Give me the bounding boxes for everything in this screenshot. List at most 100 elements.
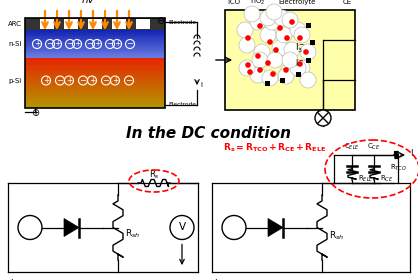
Circle shape <box>289 19 295 25</box>
Text: −: − <box>79 76 87 85</box>
Bar <box>306 57 311 62</box>
Circle shape <box>297 61 303 67</box>
Circle shape <box>276 27 292 43</box>
Text: Electrode: Electrode <box>168 102 196 106</box>
Circle shape <box>265 60 271 66</box>
Bar <box>280 78 285 83</box>
Text: TiO$_2$: TiO$_2$ <box>249 0 265 7</box>
Circle shape <box>237 22 253 38</box>
Bar <box>88 19 102 29</box>
Bar <box>25 90 165 91</box>
Circle shape <box>283 67 289 73</box>
Bar <box>25 66 165 68</box>
Text: I: I <box>410 148 413 157</box>
Circle shape <box>245 35 251 41</box>
Circle shape <box>254 44 270 60</box>
Text: In the DC condition: In the DC condition <box>127 127 291 141</box>
Bar <box>25 54 165 56</box>
Bar <box>40 19 54 29</box>
Circle shape <box>284 42 300 58</box>
Bar <box>25 63 165 65</box>
Text: −: − <box>46 39 54 48</box>
Text: ⊖: ⊖ <box>156 16 164 26</box>
Bar <box>25 93 165 95</box>
Text: −: − <box>87 39 94 48</box>
Text: I$_3^-$: I$_3^-$ <box>295 41 305 55</box>
Bar <box>25 85 165 86</box>
Text: Dye-Sensitized Solar Cells: Dye-Sensitized Solar Cells <box>223 0 377 1</box>
Circle shape <box>18 216 42 239</box>
Text: +: + <box>89 76 95 85</box>
Circle shape <box>315 110 331 126</box>
Bar <box>25 58 165 60</box>
Bar <box>25 45 165 47</box>
Text: +: + <box>112 76 118 85</box>
Circle shape <box>260 10 276 26</box>
Text: CE: CE <box>342 0 352 5</box>
Text: I$_{sc}$: I$_{sc}$ <box>10 278 22 280</box>
Bar <box>25 81 165 83</box>
Bar <box>25 49 165 50</box>
Text: R$_{sh}$: R$_{sh}$ <box>329 229 344 242</box>
Bar <box>25 18 165 30</box>
Text: R$_s$: R$_s$ <box>148 169 159 181</box>
Circle shape <box>250 67 266 83</box>
Circle shape <box>170 216 194 239</box>
Bar <box>25 61 165 63</box>
Bar <box>306 22 311 27</box>
Text: ⊕: ⊕ <box>31 108 39 118</box>
Circle shape <box>277 25 283 31</box>
Bar <box>25 106 165 108</box>
Bar <box>309 39 314 45</box>
Bar <box>25 65 165 66</box>
Bar <box>25 91 165 93</box>
Circle shape <box>282 12 298 28</box>
Text: −: − <box>107 39 114 48</box>
Text: TCO: TCO <box>226 0 240 5</box>
Text: +: + <box>54 39 60 48</box>
Text: +: + <box>34 39 40 48</box>
Polygon shape <box>64 218 79 237</box>
Bar <box>25 50 165 52</box>
Circle shape <box>282 52 298 68</box>
Text: R$_{ELE}$: R$_{ELE}$ <box>358 174 374 184</box>
Circle shape <box>294 27 310 43</box>
Bar <box>25 76 165 78</box>
Bar <box>25 39 165 41</box>
Bar <box>25 103 165 105</box>
Bar <box>112 19 126 29</box>
Text: hv: hv <box>82 0 94 5</box>
Text: −: − <box>66 39 74 48</box>
Text: V: V <box>178 223 186 232</box>
Bar <box>25 78 165 80</box>
Circle shape <box>257 67 263 73</box>
Circle shape <box>239 37 255 53</box>
Circle shape <box>273 47 279 53</box>
Text: I$^-$: I$^-$ <box>296 57 305 67</box>
Bar <box>25 95 165 96</box>
Text: C$_{CE}$: C$_{CE}$ <box>367 142 381 152</box>
Circle shape <box>300 44 316 60</box>
Bar <box>25 80 165 81</box>
Bar <box>25 88 165 90</box>
Text: −: − <box>125 76 133 85</box>
Bar <box>25 41 165 43</box>
Bar <box>25 30 165 32</box>
Circle shape <box>280 64 296 80</box>
Text: C$_{ELE}$: C$_{ELE}$ <box>344 142 360 152</box>
Bar <box>25 100 165 101</box>
Circle shape <box>250 14 266 30</box>
Bar <box>25 75 165 76</box>
Text: +: + <box>94 39 100 48</box>
Circle shape <box>247 69 253 75</box>
Text: n-Si: n-Si <box>9 41 22 47</box>
Circle shape <box>274 10 290 26</box>
Bar <box>25 36 165 38</box>
Circle shape <box>278 68 294 84</box>
Circle shape <box>303 49 309 55</box>
Circle shape <box>244 6 260 22</box>
Text: R$_{sh}$: R$_{sh}$ <box>125 227 140 240</box>
Bar <box>265 81 270 85</box>
Circle shape <box>255 53 261 59</box>
Circle shape <box>266 4 282 20</box>
